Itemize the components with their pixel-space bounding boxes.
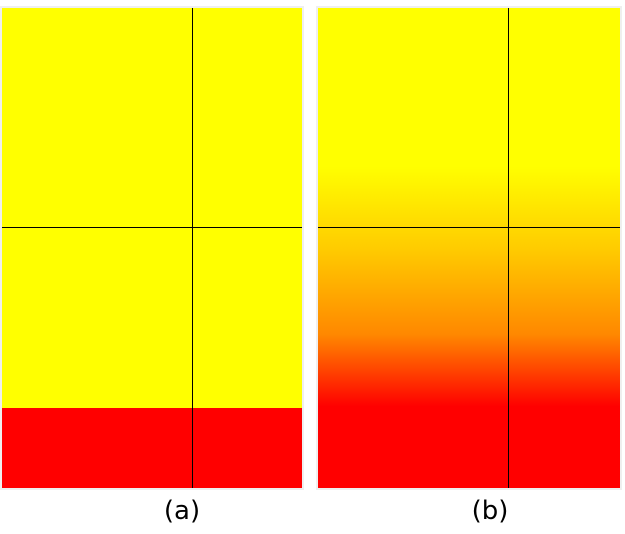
panel-b-frame [316, 6, 622, 490]
panel-a-frame [0, 6, 304, 490]
panel-a-vertical-line [192, 8, 193, 488]
caption-a: (a) [163, 496, 201, 526]
panel-b-horizontal-line [318, 227, 620, 228]
panel-b-vertical-line [508, 8, 509, 488]
caption-b: (b) [471, 496, 509, 526]
panel-a-horizontal-line [2, 227, 302, 228]
panel-a-hard-edge-fill [2, 8, 302, 488]
panel-b-gradient-fill [318, 8, 620, 488]
